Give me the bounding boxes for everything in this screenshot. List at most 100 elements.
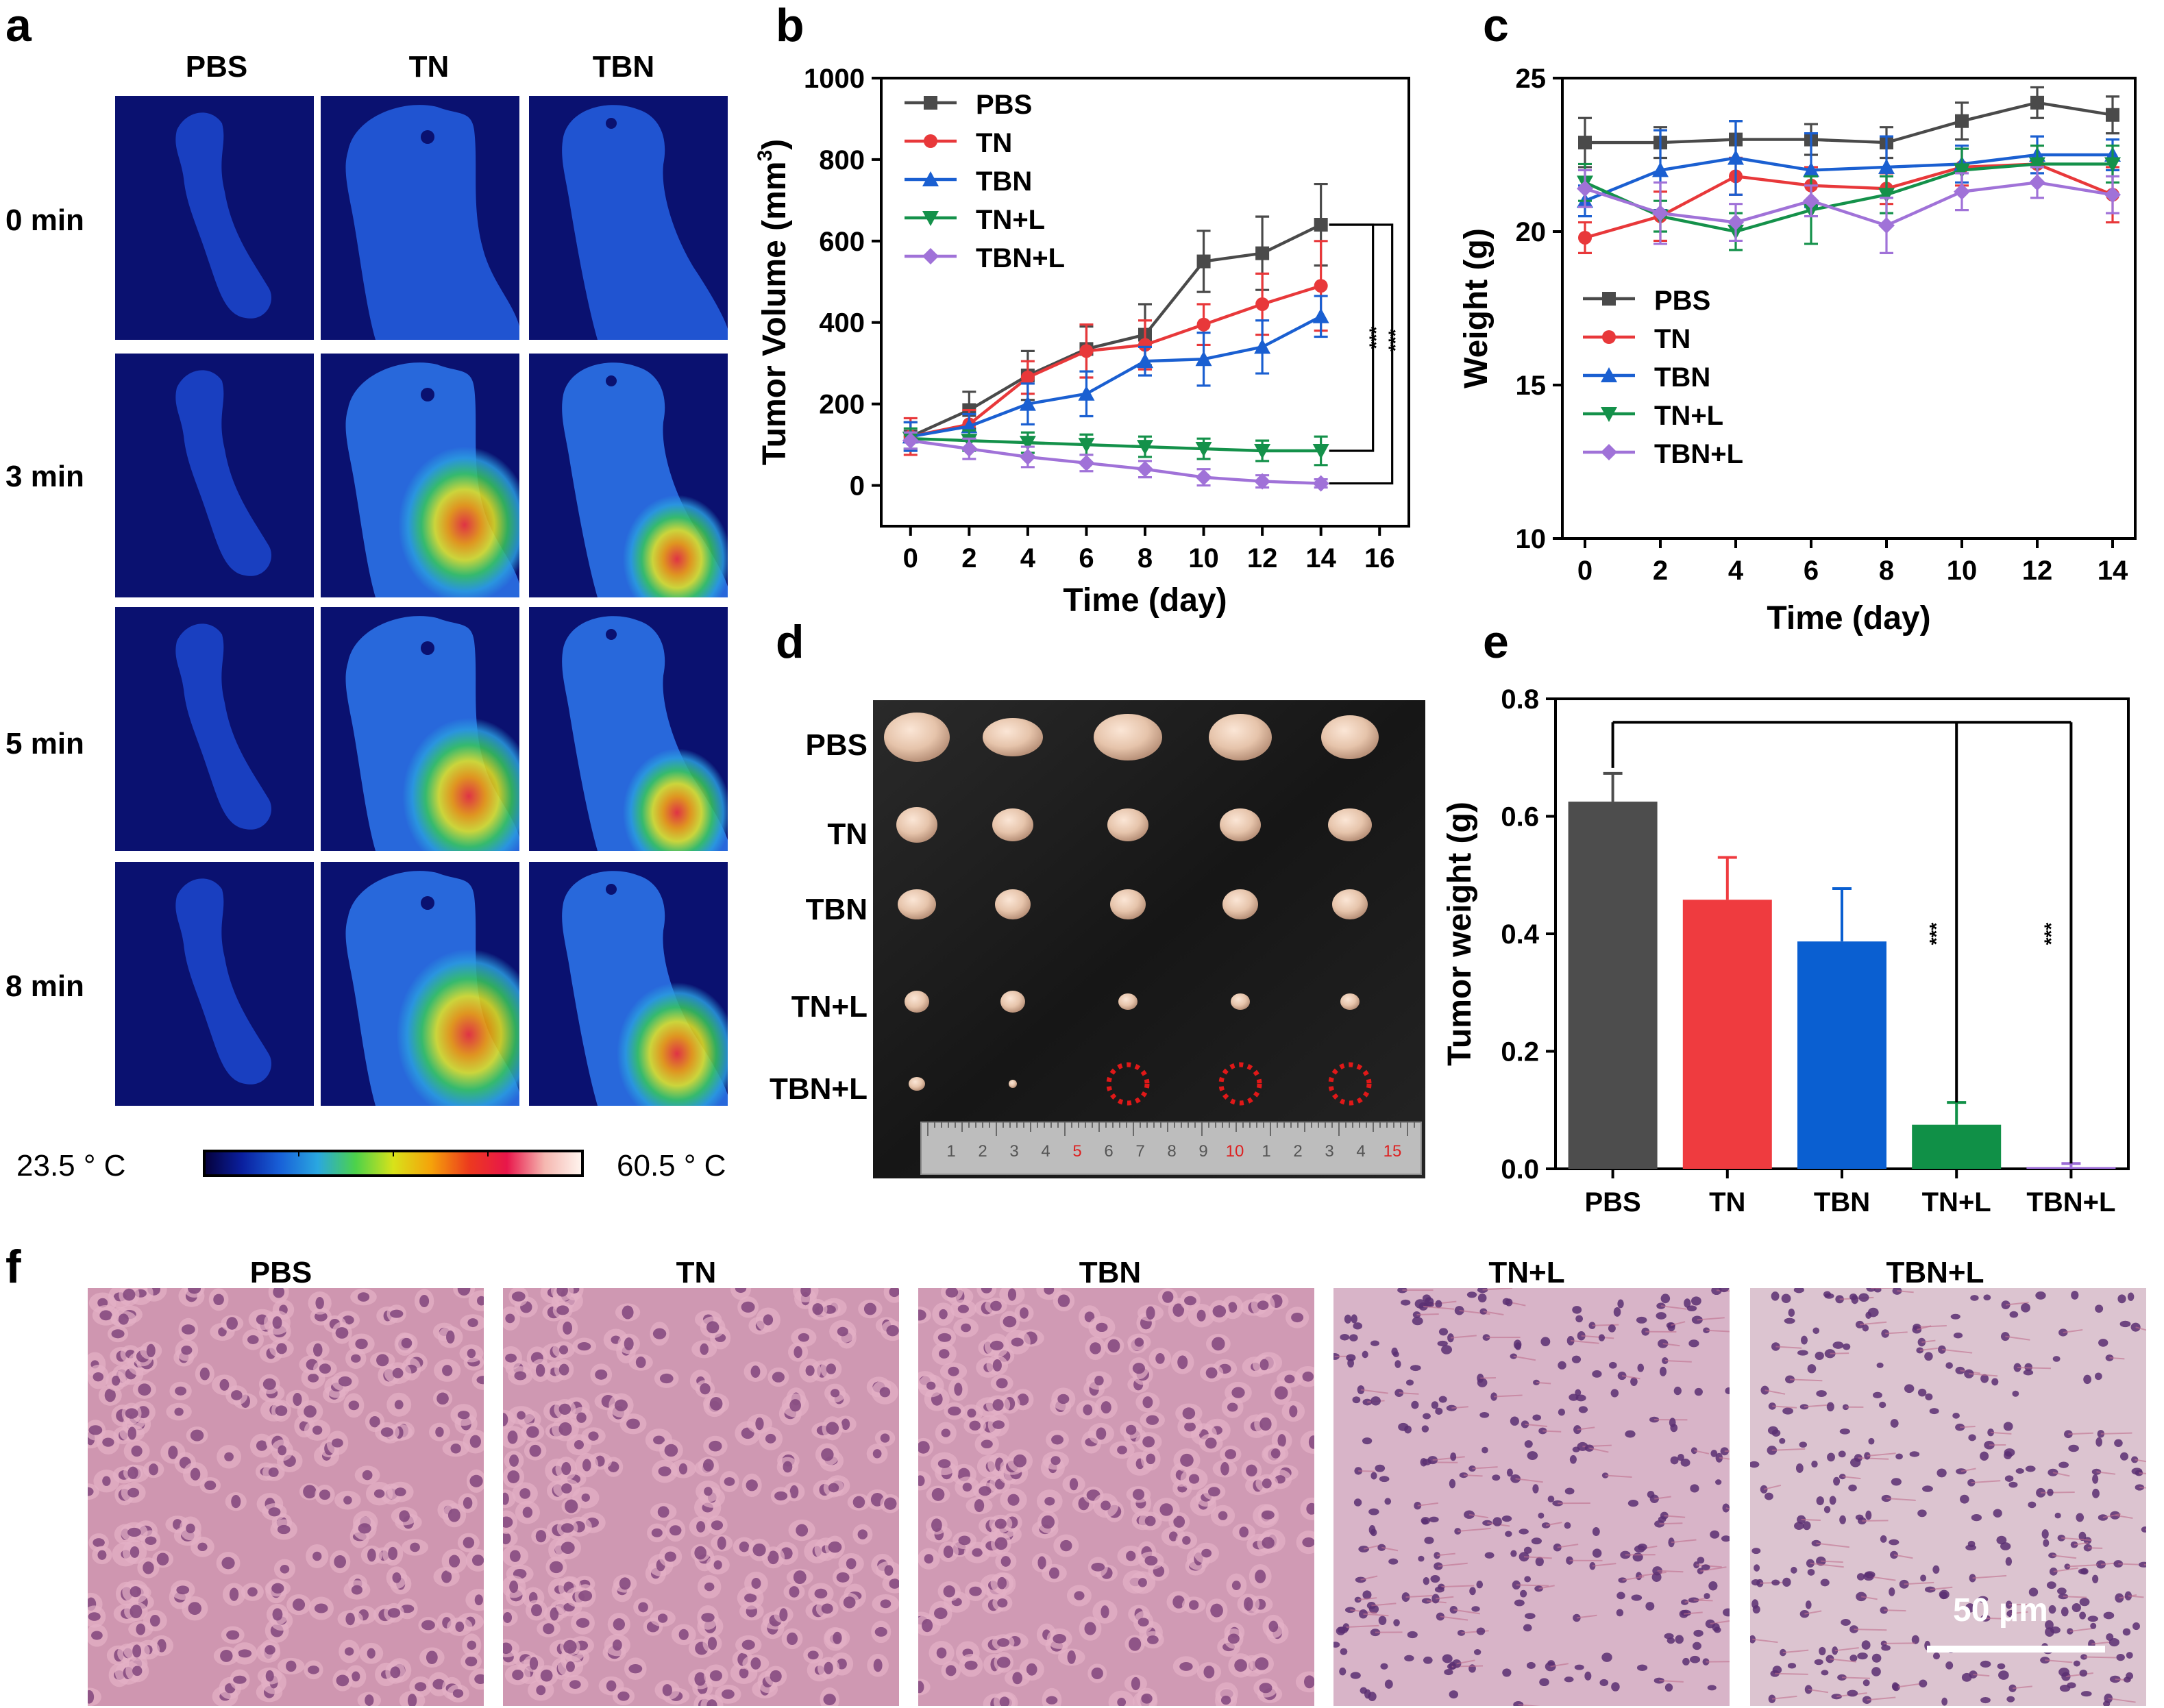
cell-nucleus [1690,1484,1699,1493]
cell-nucleus [123,1288,136,1301]
cell-nucleus [1659,1366,1667,1376]
x-tick-label: 4 [1020,543,1036,573]
cell-nucleus [1768,1402,1776,1410]
ruler-number: 4 [1356,1142,1365,1161]
cell-nucleus [1711,1288,1722,1296]
cell-nucleus [739,1541,750,1552]
cell-nucleus [1412,1311,1421,1319]
y-tick-label: 0.8 [1501,684,1539,715]
tissue-fiber [1960,1425,1976,1428]
x-tick-label: 6 [1079,543,1094,573]
cell-nucleus [1797,1350,1808,1356]
tissue-fiber [1971,1480,2001,1484]
cell-nucleus [1675,1635,1684,1644]
significance-mark: *** [2040,923,2061,945]
cell-nucleus [1205,1367,1218,1378]
tissue-fiber [2118,1563,2139,1565]
cell-nucleus [176,1585,190,1595]
tissue-fiber [1363,1613,1389,1617]
cell-nucleus [1168,1531,1178,1542]
cell-nucleus [1566,1336,1575,1346]
cell-nucleus [238,1649,252,1658]
data-point-TN+L [1878,188,1895,203]
histology-svg [503,1288,899,1706]
tissue-fiber [1752,1638,1778,1644]
cell-nucleus [1637,1363,1645,1372]
row-label-5min: 5 min [5,726,84,760]
histology-image-tbn [918,1288,1314,1706]
cell-nucleus [1967,1540,1976,1548]
cell-nucleus [1394,1360,1401,1368]
x-tick-label: 14 [1305,543,1336,573]
cell-nucleus [1084,1622,1096,1635]
cell-nucleus [272,1608,283,1621]
cell-nucleus [531,1604,543,1617]
cell-nucleus [1694,1387,1703,1396]
cell-nucleus [319,1363,331,1374]
cell-nucleus [711,1520,724,1531]
cell-cytoplasm [465,1589,484,1611]
tissue-fiber [1638,1571,1667,1577]
cell-nucleus [1449,1478,1456,1489]
tumor-photo-row-pbs: PBS [805,728,868,762]
tissue-fiber [1436,1552,1455,1557]
tissue-fiber [1518,1704,1540,1706]
cell-nucleus [1454,1528,1462,1535]
cell-nucleus [1782,1407,1793,1415]
cell-nucleus [1013,1454,1027,1468]
cell-nucleus [350,1354,361,1363]
y-axis-label: Tumor weight (g) [1446,802,1478,1066]
cell-nucleus [1956,1468,1967,1475]
ruler-number: 3 [1009,1142,1018,1161]
x-tick-label: 2 [961,543,976,573]
excised-tumor [1220,808,1261,841]
cell-nucleus [1434,1562,1443,1570]
cell-nucleus [622,1305,634,1320]
cell-nucleus [990,1300,1002,1311]
y-tick-label: 0.2 [1501,1037,1539,1067]
cell-nucleus [308,1666,319,1674]
cell-nucleus [543,1623,554,1635]
cell-nucleus [574,1440,584,1450]
x-tick-label-TBN: TBN [1814,1187,1870,1217]
legend-marker [1602,292,1616,306]
cell-nucleus [2130,1322,2141,1332]
excised-tumor [1094,714,1162,760]
cell-nucleus [1955,1423,1965,1431]
cell-nucleus [1616,1609,1624,1617]
cell-nucleus [1588,1322,1596,1329]
cell-nucleus [1353,1322,1363,1330]
cell-nucleus [1645,1602,1655,1611]
cell-nucleus [437,1392,449,1405]
cell-nucleus [1682,1657,1690,1666]
tissue-fiber [1592,1563,1616,1567]
cell-nucleus [1422,1294,1431,1302]
tissue-fiber [1804,1610,1822,1615]
significance-mark: *** [1366,327,1387,349]
scale-bar [1927,1646,2105,1653]
cell-nucleus [1394,1389,1404,1397]
cell-nucleus [1855,1320,1865,1328]
x-tick-label: 12 [2022,556,2053,586]
cell-nucleus [365,1694,374,1706]
thermal-image-svg [529,96,728,340]
cell-nucleus [1857,1653,1868,1660]
cell-nucleus [388,1546,398,1561]
data-point-TBN+L [2029,174,2045,191]
absent-tumor-marker [1106,1062,1150,1106]
cell-nucleus [262,1378,276,1390]
cell-nucleus [1632,1552,1643,1562]
cell-nucleus [1971,1513,1982,1522]
cell-nucleus [390,1309,404,1318]
x-tick-label: 14 [2098,556,2128,586]
cell-nucleus [1710,1530,1720,1539]
cell-nucleus [2061,1607,2069,1617]
cell-nucleus [1132,1363,1145,1374]
cell-nucleus [1656,1302,1666,1309]
series-TBN [902,295,1329,452]
thermal-colorbar [203,1150,584,1177]
cell-nucleus [933,1607,948,1620]
cell-nucleus [1932,1565,1940,1574]
cell-nucleus [1393,1619,1400,1626]
cell-nucleus [1917,1388,1927,1397]
